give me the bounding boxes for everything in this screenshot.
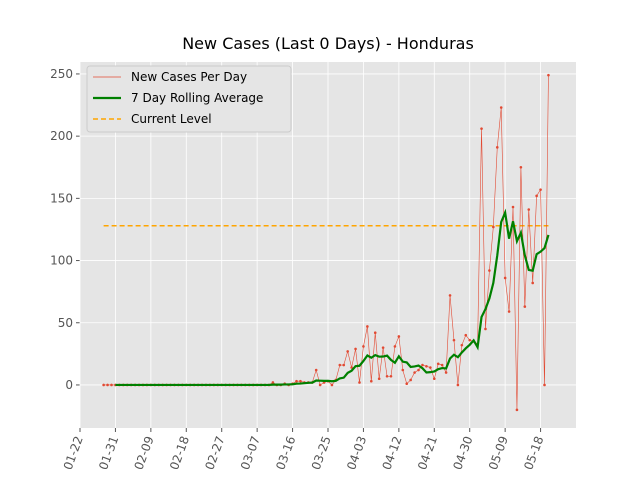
data-point xyxy=(523,305,527,308)
data-point xyxy=(468,338,472,342)
data-point xyxy=(527,208,531,211)
data-point xyxy=(409,378,412,382)
data-point xyxy=(531,281,534,285)
legend-box xyxy=(86,65,292,133)
data-point xyxy=(295,379,298,383)
x-tick-label: 04-21 xyxy=(415,434,440,472)
data-point xyxy=(519,165,523,169)
data-point xyxy=(405,382,409,386)
data-point xyxy=(106,383,109,387)
data-point xyxy=(539,188,542,191)
data-point xyxy=(314,368,318,372)
data-point xyxy=(484,327,487,331)
x-tick-label: 05-09 xyxy=(486,434,511,472)
data-point xyxy=(425,364,428,368)
legend-label: New Cases Per Day xyxy=(131,70,247,84)
data-point xyxy=(444,371,448,374)
data-point xyxy=(354,347,357,351)
y-tick-label: 250 xyxy=(50,67,73,81)
x-tick-label: 01-31 xyxy=(96,434,121,472)
data-point xyxy=(511,205,515,209)
data-point xyxy=(389,374,393,378)
series-line xyxy=(115,208,550,387)
data-point xyxy=(413,371,416,374)
data-point xyxy=(464,333,468,337)
data-point xyxy=(299,379,302,383)
data-point xyxy=(456,383,460,387)
data-point xyxy=(507,310,511,313)
data-point xyxy=(535,194,538,198)
x-tick-label: 02-27 xyxy=(202,434,227,472)
data-point xyxy=(503,276,507,280)
data-point xyxy=(480,127,483,130)
x-tick-label: 05-18 xyxy=(521,434,546,472)
data-point xyxy=(421,363,424,367)
y-tick-label: 100 xyxy=(50,254,73,268)
data-point xyxy=(492,225,495,229)
data-point xyxy=(397,335,401,338)
data-point xyxy=(110,383,113,387)
data-point xyxy=(346,350,349,353)
data-point xyxy=(393,345,397,348)
data-point xyxy=(495,146,499,149)
data-point xyxy=(448,294,452,297)
x-tick-label: 03-07 xyxy=(238,434,263,472)
legend-label: 7 Day Rolling Average xyxy=(131,91,263,105)
data-point xyxy=(362,345,365,348)
data-point xyxy=(429,366,432,369)
data-point xyxy=(381,346,385,349)
y-tick-label: 0 xyxy=(65,378,73,392)
data-point xyxy=(358,381,361,384)
data-point xyxy=(417,368,420,372)
x-tick-label: 02-09 xyxy=(132,434,157,472)
data-point xyxy=(543,383,546,387)
y-tick-label: 50 xyxy=(58,316,73,330)
x-tick-label: 03-25 xyxy=(309,434,334,472)
data-point xyxy=(515,408,519,412)
y-tick-label: 200 xyxy=(50,129,73,143)
x-tick-label: 04-30 xyxy=(450,434,475,472)
x-tick-label: 04-03 xyxy=(344,434,369,472)
data-point xyxy=(330,383,334,387)
data-point xyxy=(338,363,342,367)
data-point xyxy=(385,374,389,378)
chart-title: New Cases (Last 0 Days) - Honduras xyxy=(182,34,474,53)
data-point xyxy=(377,377,381,381)
x-tick-label: 03-16 xyxy=(273,434,298,472)
legend-label: Current Level xyxy=(131,112,212,126)
data-point xyxy=(350,366,353,369)
data-point xyxy=(401,368,405,372)
data-point xyxy=(488,269,491,272)
data-point xyxy=(440,363,444,367)
data-point xyxy=(499,106,503,109)
data-point xyxy=(318,383,322,387)
data-point xyxy=(342,363,346,367)
x-tick-label: 04-12 xyxy=(380,434,405,472)
data-point xyxy=(432,377,436,381)
data-point xyxy=(547,73,550,77)
y-tick-label: 150 xyxy=(50,191,73,205)
data-point xyxy=(373,331,377,335)
x-tick-label: 01-22 xyxy=(61,434,86,472)
data-point xyxy=(271,381,275,384)
data-point xyxy=(452,338,456,342)
data-point xyxy=(460,343,464,347)
data-point xyxy=(436,362,440,366)
x-tick-label: 02-18 xyxy=(167,434,192,472)
data-point xyxy=(366,325,369,328)
data-point xyxy=(370,379,373,383)
data-point xyxy=(102,383,105,387)
